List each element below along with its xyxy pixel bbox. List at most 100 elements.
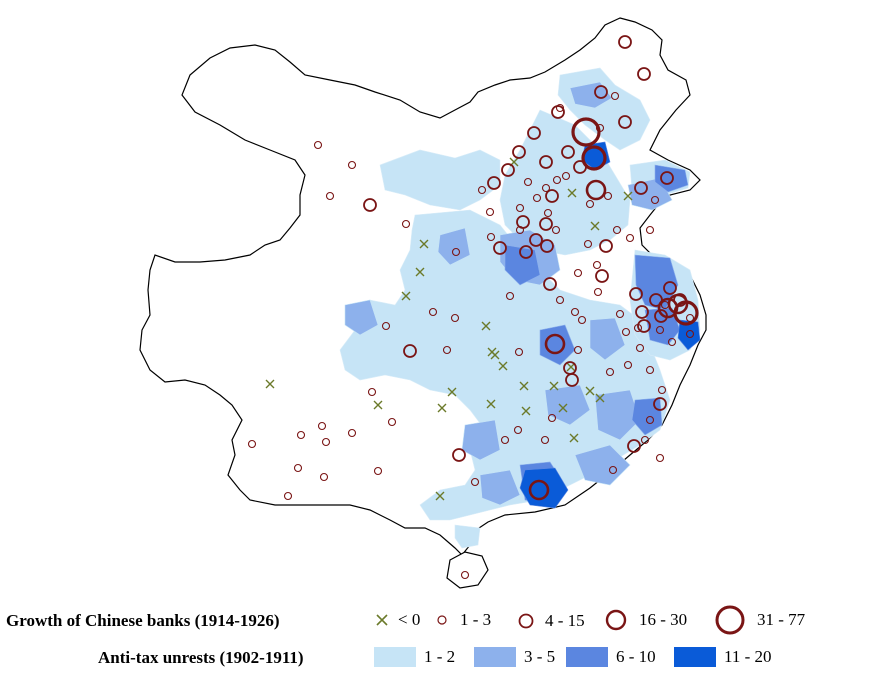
unrest-regions-3-5 bbox=[344, 81, 673, 506]
legend-label-1-3: 1 - 3 bbox=[460, 610, 492, 629]
swatch-1-2 bbox=[374, 647, 416, 667]
cross-marker bbox=[623, 191, 633, 201]
legend-item-16-30: 16 - 30 bbox=[603, 607, 687, 633]
bank-circle-marker bbox=[583, 239, 593, 249]
legend-label-neg: < 0 bbox=[398, 610, 421, 629]
bank-circle-marker bbox=[599, 239, 613, 253]
cross-marker bbox=[447, 387, 457, 397]
bank-circle-marker bbox=[685, 313, 695, 323]
bank-circle-marker bbox=[347, 160, 357, 170]
bank-circle-marker bbox=[625, 233, 635, 243]
hainan-island bbox=[446, 551, 489, 589]
bank-circle-marker-large bbox=[585, 179, 607, 201]
swatch-3-5 bbox=[474, 647, 516, 667]
bank-circle-marker bbox=[450, 313, 460, 323]
bank-circle-marker bbox=[561, 145, 575, 159]
bank-circle-marker bbox=[460, 570, 470, 580]
cross-marker bbox=[265, 379, 275, 389]
cross-marker bbox=[490, 350, 500, 360]
cross-marker bbox=[549, 381, 559, 391]
cross-marker bbox=[481, 321, 491, 331]
bank-circle-marker bbox=[317, 421, 327, 431]
bank-circle-marker bbox=[645, 225, 655, 235]
bank-circle-marker bbox=[283, 491, 293, 501]
bank-circle-marker-large bbox=[571, 117, 601, 147]
bank-circle-marker bbox=[621, 327, 631, 337]
bank-circle-marker bbox=[593, 287, 603, 297]
bank-circle-marker bbox=[595, 269, 609, 283]
bank-circle-marker bbox=[319, 472, 329, 482]
bank-circle-marker bbox=[539, 217, 553, 231]
bank-circle-marker bbox=[660, 171, 674, 185]
bank-circle-marker bbox=[653, 397, 667, 411]
bank-circle-marker bbox=[347, 428, 357, 438]
bank-circle-marker bbox=[650, 195, 660, 205]
legend-item-unrest-1: 1 - 2 bbox=[374, 647, 455, 667]
bank-circle-marker bbox=[565, 373, 579, 387]
bank-circle-marker bbox=[513, 425, 523, 435]
bank-circle-marker bbox=[321, 437, 331, 447]
bank-circle-marker bbox=[512, 145, 526, 159]
bank-circle-marker bbox=[645, 365, 655, 375]
bank-circle-marker bbox=[608, 465, 618, 475]
cross-marker bbox=[415, 267, 425, 277]
cross-marker bbox=[486, 399, 496, 409]
bank-circle-marker bbox=[247, 439, 257, 449]
bank-circle-marker bbox=[612, 225, 622, 235]
bank-circle-marker bbox=[655, 325, 665, 335]
bank-circle-marker bbox=[451, 247, 461, 257]
bank-circle-marker bbox=[543, 277, 557, 291]
bank-circle-marker bbox=[637, 319, 651, 333]
bank-circle-marker bbox=[516, 215, 530, 229]
legend-label-16-30: 16 - 30 bbox=[639, 610, 688, 629]
bank-circle-marker bbox=[325, 191, 335, 201]
bank-circle-marker bbox=[401, 219, 411, 229]
bank-circle-marker bbox=[667, 337, 677, 347]
legend-item-neg: < 0 bbox=[372, 610, 420, 630]
bank-circle-marker bbox=[655, 453, 665, 463]
bank-circle-marker bbox=[381, 321, 391, 331]
bank-circle-marker bbox=[629, 287, 643, 301]
legend-banks-title: Growth of Chinese banks (1914-1926) bbox=[6, 611, 280, 630]
circle-icon-large bbox=[715, 605, 745, 635]
bank-circle-marker bbox=[615, 309, 625, 319]
bank-circle-marker bbox=[500, 435, 510, 445]
bank-circle-marker bbox=[501, 163, 515, 177]
bank-circle-marker bbox=[363, 198, 377, 212]
bank-circle-marker bbox=[570, 307, 580, 317]
bank-decline-markers bbox=[265, 157, 633, 501]
legend-unrest-title: Anti-tax unrests (1902-1911) bbox=[98, 648, 304, 667]
bank-circle-marker bbox=[603, 191, 613, 201]
circle-icon-smallest bbox=[437, 615, 447, 625]
bank-circle-marker bbox=[452, 448, 466, 462]
bank-circle-marker-large bbox=[528, 479, 550, 501]
legend-banks: Growth of Chinese banks (1914-1926) bbox=[6, 608, 280, 634]
circle-icon-small bbox=[518, 613, 534, 629]
bank-circle-marker bbox=[523, 177, 533, 187]
bank-circle-marker bbox=[493, 241, 507, 255]
legend-label-unrest-3: 6 - 10 bbox=[616, 647, 656, 666]
bank-circle-marker bbox=[367, 387, 377, 397]
bank-circle-marker bbox=[610, 91, 620, 101]
bank-circle-marker bbox=[529, 233, 543, 247]
legend-unrest: Anti-tax unrests (1902-1911) bbox=[6, 645, 304, 671]
bank-circle-marker bbox=[515, 203, 525, 213]
cross-marker bbox=[519, 381, 529, 391]
bank-circle-marker-large bbox=[667, 293, 689, 315]
bank-circle-marker bbox=[519, 245, 533, 259]
bank-circle-marker bbox=[635, 305, 649, 319]
bank-circle-marker bbox=[685, 329, 695, 339]
legend-item-1-3: 1 - 3 bbox=[432, 610, 491, 630]
bank-circle-marker bbox=[585, 199, 595, 209]
bank-circle-marker bbox=[592, 260, 602, 270]
bank-circle-marker bbox=[539, 155, 553, 169]
cross-icon bbox=[376, 614, 388, 626]
legend-label-4-15: 4 - 15 bbox=[545, 611, 585, 630]
cross-marker bbox=[419, 239, 429, 249]
swatch-11-20 bbox=[674, 647, 716, 667]
cross-marker bbox=[595, 393, 605, 403]
legend-item-4-15: 4 - 15 bbox=[515, 610, 585, 632]
bank-circle-marker bbox=[663, 281, 677, 295]
bank-circle-marker bbox=[618, 35, 632, 49]
cross-marker bbox=[437, 403, 447, 413]
